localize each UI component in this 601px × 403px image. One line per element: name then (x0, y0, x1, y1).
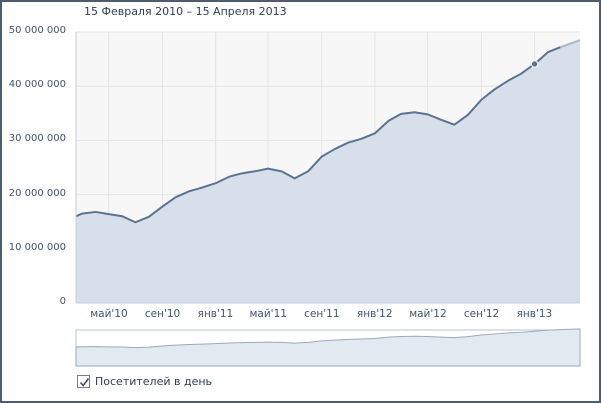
highlight-point (530, 60, 539, 68)
x-tick-label: сен'10 (144, 308, 181, 320)
legend[interactable]: Посетителей в день (77, 375, 212, 388)
y-tick-label: 10 000 000 (8, 241, 66, 253)
x-tick-label: май'11 (249, 308, 287, 320)
x-tick-label: янв'13 (516, 308, 553, 320)
checkmark-icon (79, 378, 90, 387)
y-tick-label: 40 000 000 (8, 79, 66, 91)
series-area (76, 40, 580, 303)
y-tick-label: 50 000 000 (8, 25, 66, 36)
series-line (75, 46, 561, 224)
navigator-area (75, 328, 581, 367)
y-tick-label: 30 000 000 (8, 133, 66, 145)
x-tick-label: янв'11 (197, 308, 234, 320)
x-tick-label: янв'12 (356, 308, 393, 320)
y-tick-label: 20 000 000 (8, 187, 66, 199)
x-tick-label: май'12 (409, 308, 447, 320)
date-range-label: 15 Февраля 2010 – 15 Апреля 2013 (84, 5, 287, 18)
x-tick-label: сен'12 (463, 308, 500, 320)
legend-label: Посетителей в день (95, 375, 213, 388)
y-tick-label: 0 (59, 296, 66, 307)
x-tick-label: сен'11 (304, 308, 340, 320)
legend-checkbox[interactable] (77, 375, 90, 388)
series-line-tail (560, 39, 581, 49)
x-tick-label: май'10 (90, 308, 128, 320)
